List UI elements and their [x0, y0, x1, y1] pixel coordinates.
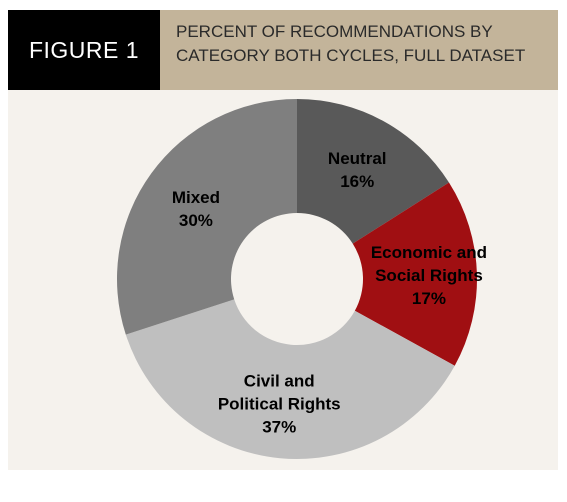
slice-percent-label: 16% [340, 172, 374, 191]
slice-category-label: Mixed [172, 188, 220, 207]
donut-chart: Neutral 16% Economic and Social Rights 17% Ci… [116, 98, 487, 460]
slice-category-label: Social Rights [375, 266, 483, 285]
chart-title: PERCENT OF RECOMMENDATIONS BY CATEGORY B… [160, 10, 558, 90]
slice-percent-label: 37% [262, 417, 296, 436]
slice-category-label: Civil and [244, 371, 315, 390]
donut-slice [116, 98, 297, 335]
chart-title-line-2: CATEGORY BOTH CYCLES, FULL DATASET [176, 46, 526, 65]
donut-slice [297, 99, 449, 244]
chart-title-line-1: PERCENT OF RECOMMENDATIONS BY [176, 22, 493, 41]
slice-category-label: Economic and [371, 243, 487, 262]
donut-slice [125, 299, 455, 460]
slice-percent-label: 30% [179, 211, 213, 230]
slice-category-label: Political Rights [218, 394, 341, 413]
slice-category-label: Neutral [328, 149, 387, 168]
slice-percent-label: 17% [412, 289, 446, 308]
chart-panel: Neutral 16% Economic and Social Rights 17% Ci… [8, 90, 558, 470]
donut-slice [352, 182, 478, 366]
figure-number-tag: FIGURE 1 [8, 10, 160, 90]
